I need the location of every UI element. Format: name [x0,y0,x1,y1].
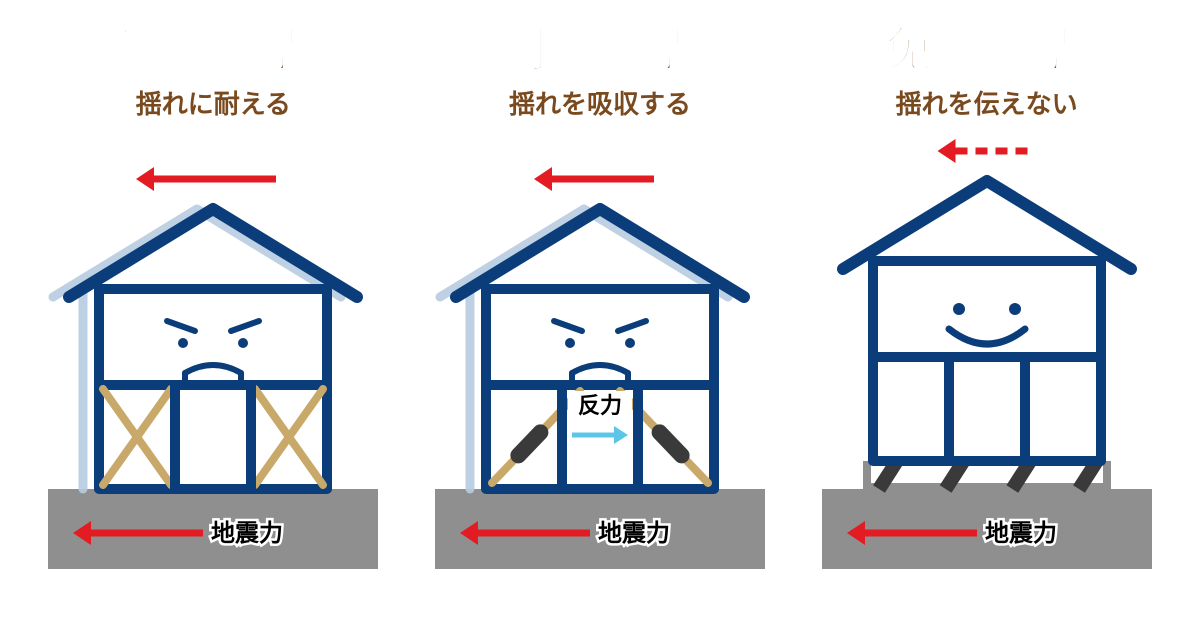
panel-subtitle: 揺れを吸収する [509,84,691,121]
svg-text:地震力: 地震力 [598,520,670,547]
panel-title: 制 震 [468,10,732,80]
panel-title: 免 震 [855,10,1119,80]
panel-menshin: 免 震揺れを伝えない [807,10,1167,579]
house-diagram: 地震力 [33,139,393,579]
svg-text:地震力: 地震力 [985,520,1057,547]
panel-taishin: 耐 震揺れに耐える [33,10,393,579]
svg-text:地震力: 地震力 [211,520,283,547]
house-diagram: 地震力 [807,139,1167,579]
panel-subtitle: 揺れを伝えない [896,84,1078,121]
panel-title: 耐 震 [81,10,345,80]
house-diagram: 反力 地震力 [420,139,780,579]
panel-subtitle: 揺れに耐える [136,84,291,121]
panel-seishin: 制 震揺れを吸収する 反力 [420,10,780,579]
svg-text:反力: 反力 [578,393,622,418]
